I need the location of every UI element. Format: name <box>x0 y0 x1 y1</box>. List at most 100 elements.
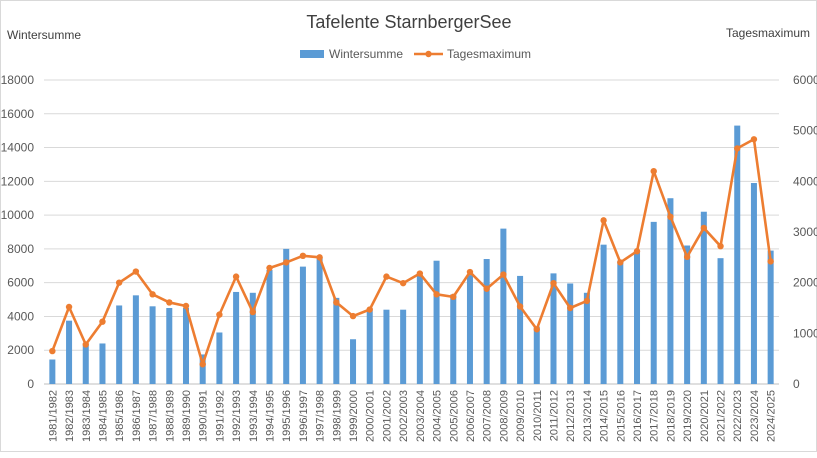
bar-wintersumme <box>500 228 507 384</box>
point-tagesmaximum <box>199 361 206 368</box>
bar-wintersumme <box>82 345 89 384</box>
point-tagesmaximum <box>132 268 140 275</box>
bar-wintersumme <box>99 343 106 384</box>
y-left-tick-label: 0 <box>27 377 34 391</box>
point-tagesmaximum <box>717 242 724 250</box>
y-axis-right-label: Tagesmaximum <box>726 26 810 40</box>
bar-wintersumme <box>233 291 240 384</box>
x-tick-label: 1989/1990 <box>181 390 193 442</box>
bar-wintersumme <box>132 295 139 384</box>
point-tagesmaximum <box>149 291 156 298</box>
x-tick-label: 2012/2013 <box>565 390 577 442</box>
bar-wintersumme <box>750 183 757 384</box>
bar-wintersumme <box>333 297 340 384</box>
y-left-tick-label: 2000 <box>7 343 34 357</box>
x-tick-label: 1988/1989 <box>164 390 176 442</box>
x-tick-label: 2010/2011 <box>532 390 544 441</box>
x-tick-label: 1987/1988 <box>148 390 160 442</box>
x-tick-label: 1991/1992 <box>214 390 226 442</box>
x-tick-label: 2018/2019 <box>665 390 677 442</box>
x-axis-ticks: 1981/1982 1982/1983 1983/1984 1984/1985 1985… <box>47 390 777 442</box>
bar-wintersumme <box>567 283 574 384</box>
legend-label-tagesmaximum: Tagesmaximum <box>447 47 531 61</box>
x-tick-label: 1984/1985 <box>97 390 109 442</box>
x-tick-label: 1995/1996 <box>281 390 293 442</box>
point-tagesmaximum <box>734 145 741 152</box>
x-tick-label: 1997/1998 <box>315 390 327 442</box>
point-tagesmaximum <box>49 347 56 355</box>
x-tick-label: 2023/2024 <box>749 390 761 442</box>
x-tick-label: 2015/2016 <box>615 390 627 442</box>
point-tagesmaximum <box>383 273 390 280</box>
y-left-tick-label: 16000 <box>1 107 34 121</box>
legend-label-wintersumme: Wintersumme <box>329 47 403 61</box>
bar-wintersumme <box>66 320 73 384</box>
bar-wintersumme <box>483 259 490 384</box>
point-tagesmaximum <box>416 270 424 277</box>
bar-wintersumme <box>433 260 440 384</box>
y-left-tick-label: 8000 <box>7 242 34 256</box>
point-tagesmaximum <box>600 217 607 224</box>
bar-wintersumme <box>650 221 657 384</box>
bar-wintersumme <box>583 292 590 384</box>
bar-wintersumme <box>49 359 56 384</box>
x-tick-label: 1986/1987 <box>131 390 143 442</box>
x-tick-label: 2007/2008 <box>482 390 494 442</box>
x-tick-label: 2011/2012 <box>548 390 560 441</box>
bar-wintersumme <box>617 260 624 384</box>
bar-wintersumme <box>450 294 457 384</box>
x-tick-label: 2008/2009 <box>498 390 510 442</box>
point-tagesmaximum <box>333 299 340 306</box>
x-tick-label: 2005/2006 <box>448 390 460 442</box>
point-tagesmaximum <box>683 253 691 261</box>
bar-wintersumme <box>634 250 641 384</box>
point-tagesmaximum <box>500 271 507 278</box>
point-tagesmaximum <box>483 285 490 292</box>
point-tagesmaximum <box>667 213 674 220</box>
x-tick-label: 2024/2025 <box>766 390 778 442</box>
bar-wintersumme <box>400 309 407 384</box>
y-left-tick-label: 18000 <box>1 73 34 87</box>
point-tagesmaximum <box>65 303 73 311</box>
x-tick-label: 1990/1991 <box>198 390 210 442</box>
bar-series <box>49 125 774 384</box>
x-tick-label: 1996/1997 <box>298 390 310 442</box>
x-tick-label: 2022/2023 <box>732 390 744 442</box>
y-right-tick-label: 4000 <box>793 174 817 188</box>
bar-wintersumme <box>700 211 707 384</box>
x-tick-label: 1994/1995 <box>265 390 277 442</box>
legend: Wintersumme Tagesmaximum <box>300 47 531 61</box>
point-tagesmaximum <box>466 268 474 276</box>
y-left-tick-label: 10000 <box>1 208 34 222</box>
point-tagesmaximum <box>366 306 373 313</box>
legend-swatch-marker <box>425 50 432 58</box>
bar-wintersumme <box>316 257 323 384</box>
x-tick-label: 2004/2005 <box>432 390 444 442</box>
x-tick-label: 1985/1986 <box>114 390 126 442</box>
point-tagesmaximum <box>99 318 106 325</box>
bar-wintersumme <box>717 258 724 384</box>
x-tick-label: 1992/1993 <box>231 390 243 442</box>
x-tick-label: 2001/2002 <box>381 390 393 442</box>
x-tick-label: 1998/1999 <box>331 390 343 442</box>
y-right-tick-label: 3000 <box>793 225 817 239</box>
point-tagesmaximum <box>516 303 524 310</box>
y-right-tick-label: 1000 <box>793 326 817 340</box>
x-tick-label: 1981/1982 <box>47 390 59 442</box>
point-tagesmaximum <box>533 326 540 333</box>
bar-wintersumme <box>216 332 223 384</box>
point-tagesmaximum <box>299 252 307 260</box>
bar-wintersumme <box>166 308 173 384</box>
x-tick-label: 2017/2018 <box>649 390 661 442</box>
x-tick-label: 2016/2017 <box>632 390 644 442</box>
y-right-tick-label: 5000 <box>793 124 817 138</box>
line-tagesmaximum <box>51 137 772 366</box>
point-tagesmaximum <box>115 279 123 286</box>
point-tagesmaximum <box>399 279 407 287</box>
point-tagesmaximum <box>633 248 641 255</box>
point-tagesmaximum <box>750 136 758 143</box>
point-tagesmaximum <box>550 279 557 287</box>
point-tagesmaximum <box>166 299 173 306</box>
bar-wintersumme <box>533 326 540 384</box>
